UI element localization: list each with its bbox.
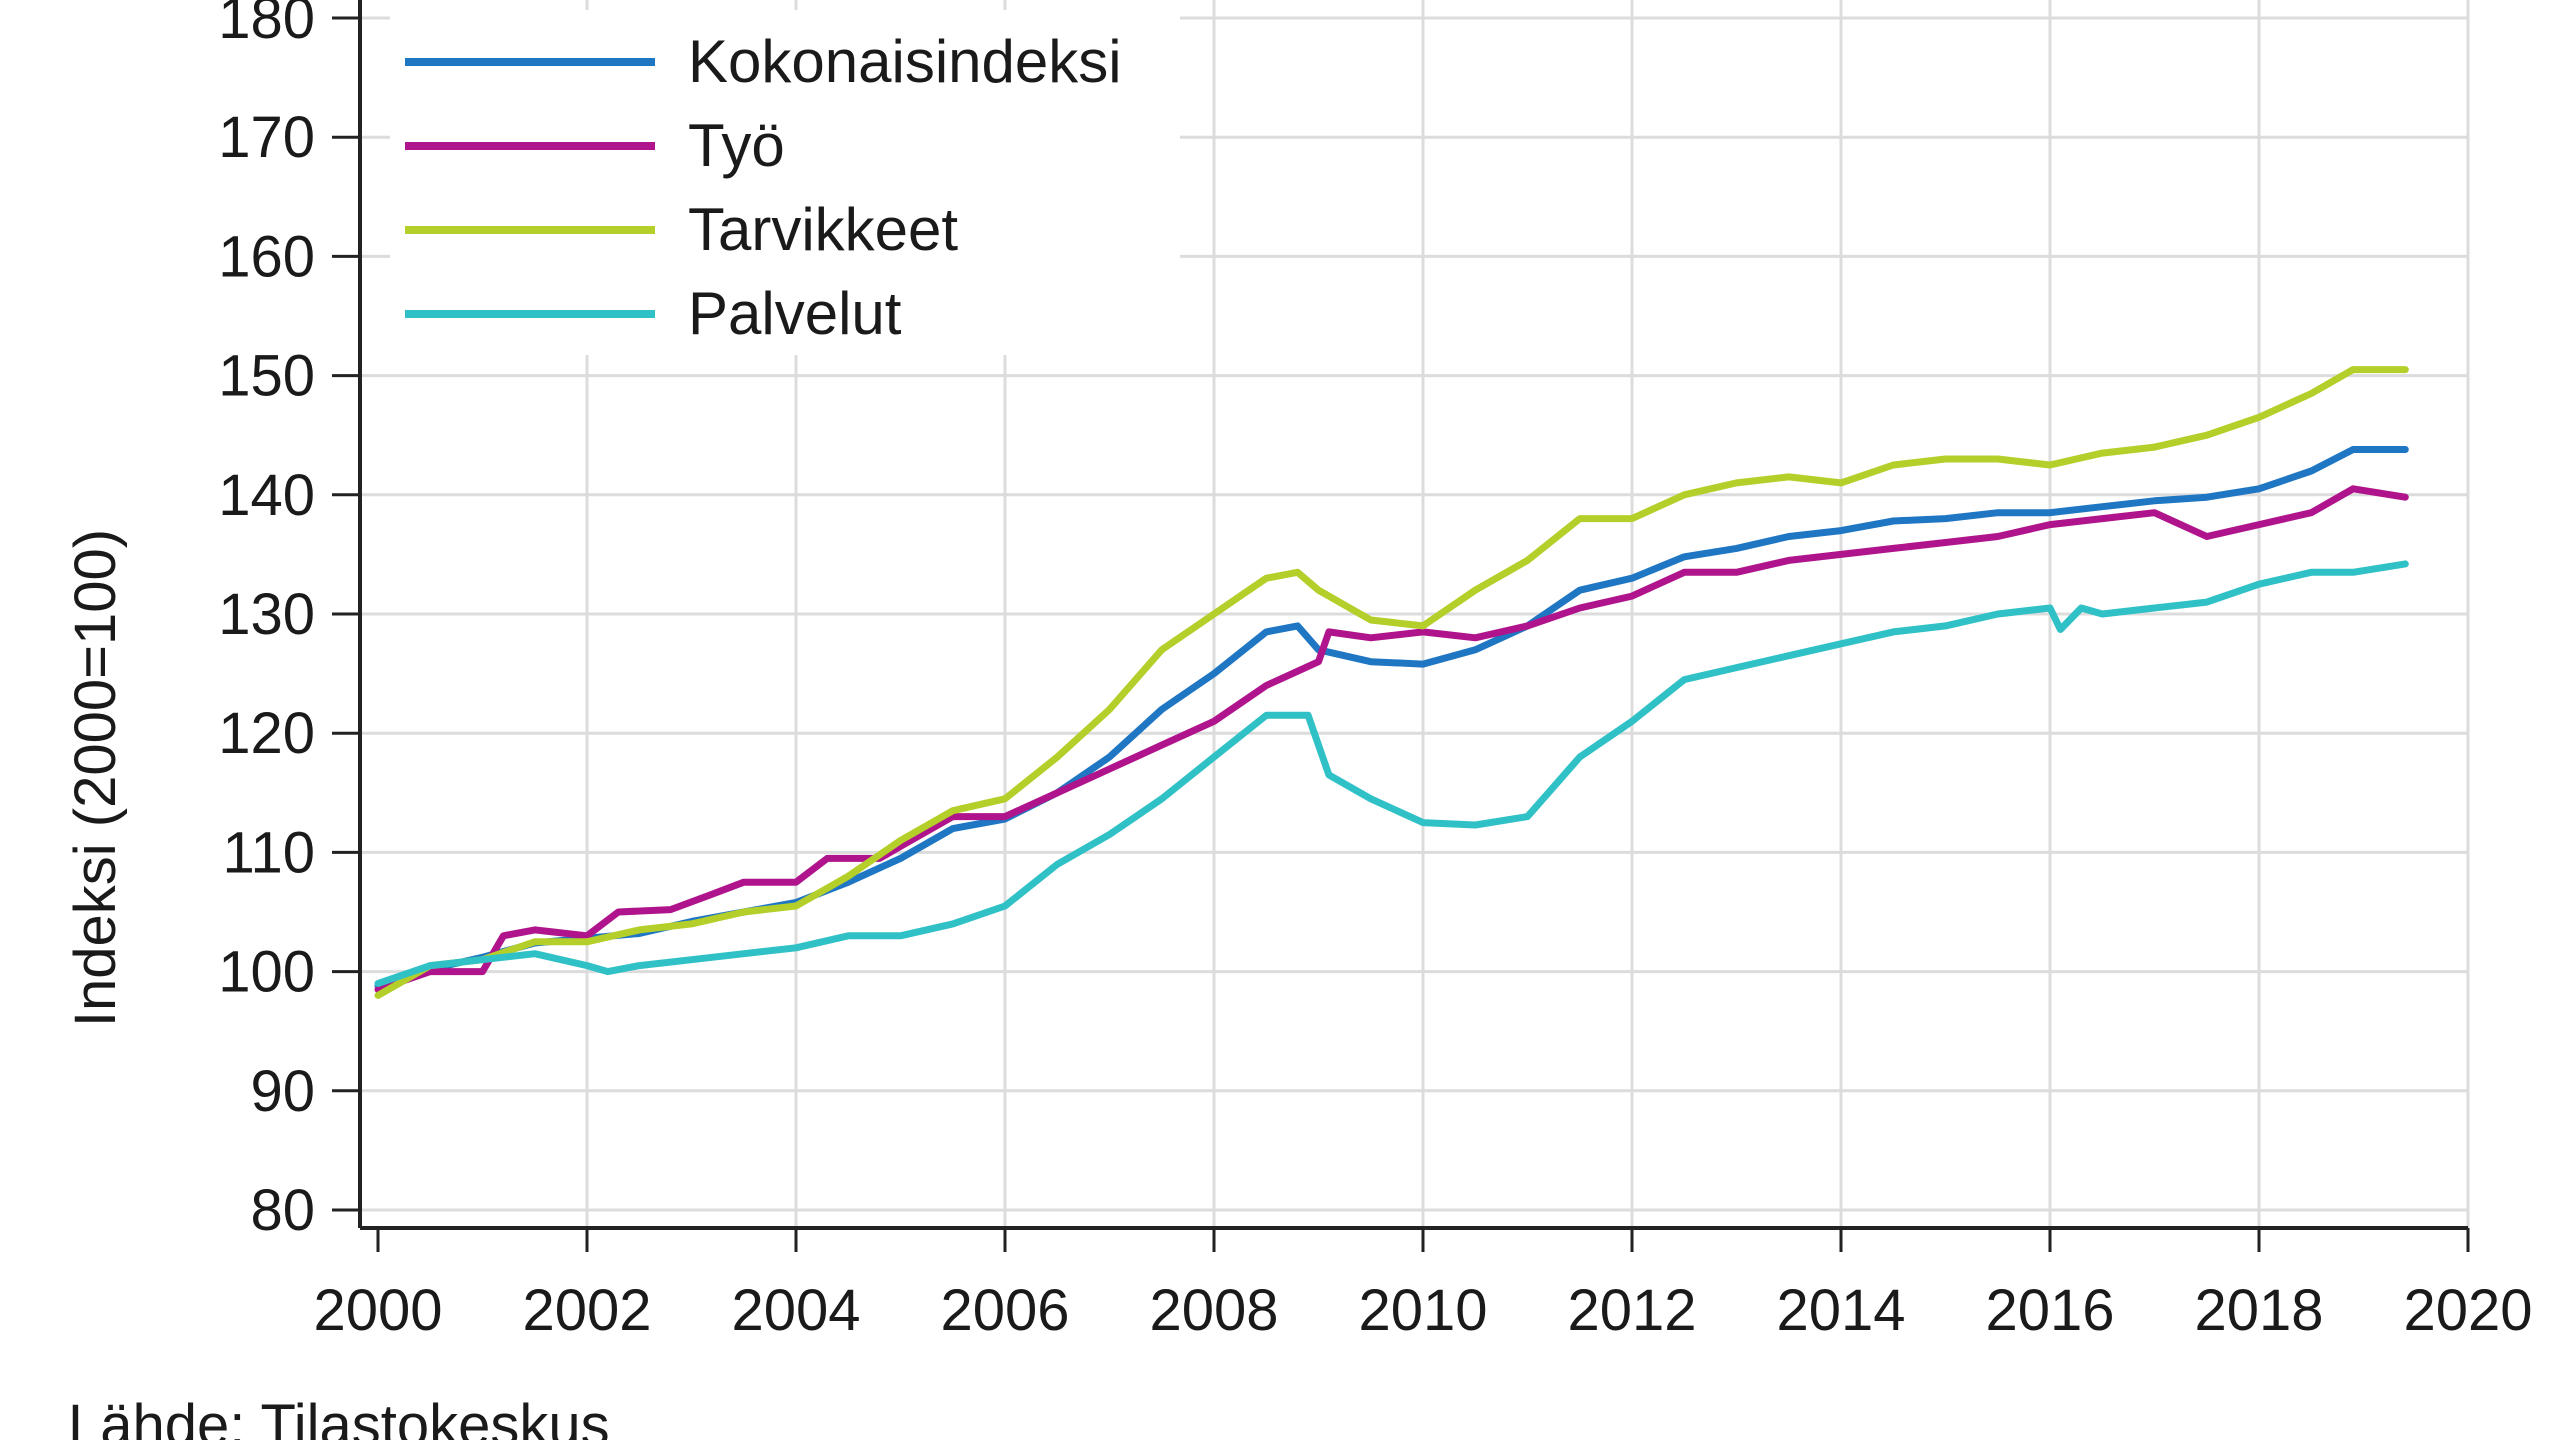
- axes: 80 90 100 110 120 130 140 150 160 170 180 2000 2002 2…: [218, 0, 2533, 1343]
- y-tick-label: 170: [218, 105, 315, 170]
- y-tick-label: 160: [218, 224, 315, 289]
- legend: Kokonaisindeksi Työ Tarvikkeet Palvelut: [390, 10, 1180, 355]
- series-line-1: [374, 485, 2409, 993]
- y-tick-label: 180: [218, 0, 315, 51]
- y-tick-label: 100: [218, 940, 315, 1005]
- legend-label: Kokonaisindeksi: [688, 28, 1122, 95]
- x-tick-label: 2000: [313, 1278, 442, 1343]
- x-tick-label: 2012: [1567, 1278, 1696, 1343]
- x-tick-label: 2014: [1776, 1278, 1905, 1343]
- y-tick-label: 130: [218, 582, 315, 647]
- legend-label: Työ: [688, 112, 785, 179]
- y-axis-title: Indeksi (2000=100): [63, 529, 128, 1027]
- y-tick-label: 120: [218, 701, 315, 766]
- x-tick-label: 2004: [731, 1278, 860, 1343]
- series-line-2: [374, 366, 2409, 999]
- x-tick-label: 2016: [1985, 1278, 2114, 1343]
- x-tick-label: 2020: [2403, 1278, 2532, 1343]
- series-lines: [374, 366, 2409, 999]
- x-tick-label: 2018: [2194, 1278, 2323, 1343]
- y-tick-label: 90: [250, 1059, 315, 1124]
- y-tick-label: 110: [223, 820, 315, 885]
- y-tick-label: 140: [218, 463, 315, 528]
- x-tick-label: 2010: [1358, 1278, 1487, 1343]
- x-tick-label: 2006: [940, 1278, 1069, 1343]
- series-line-3: [374, 560, 2409, 987]
- x-tick-label: 2008: [1149, 1278, 1278, 1343]
- x-tick-label: 2002: [522, 1278, 651, 1343]
- legend-label: Palvelut: [688, 280, 902, 347]
- y-tick-label: 150: [218, 344, 315, 409]
- y-tick-label: 80: [250, 1178, 315, 1243]
- legend-label: Tarvikkeet: [688, 196, 958, 263]
- legend-background: [390, 10, 1180, 355]
- source-note: Lähde: Tilastokeskus: [68, 1393, 610, 1440]
